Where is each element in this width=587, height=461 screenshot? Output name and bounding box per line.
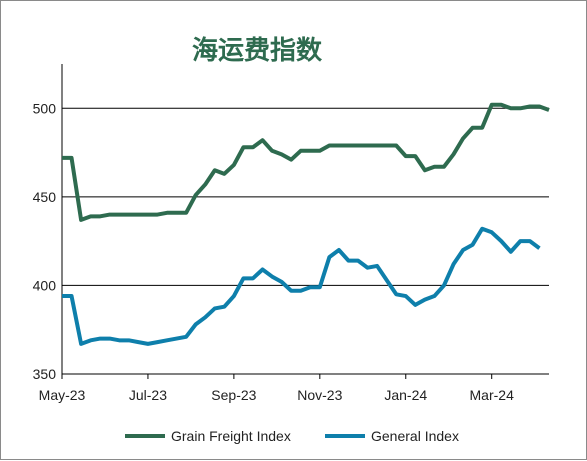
x-tick-label: Jul-23: [129, 387, 167, 403]
series-line-1: [62, 226, 541, 346]
legend-label: Grain Freight Index: [171, 428, 291, 444]
legend-label: General Index: [371, 428, 459, 444]
x-tick-label: Sep-23: [211, 387, 256, 403]
gridlines: [62, 107, 549, 286]
y-tick-label: 500: [33, 100, 57, 116]
series-lines: [62, 102, 550, 346]
series-line-0: [62, 102, 550, 222]
x-tick-label: Jan-24: [384, 387, 427, 403]
y-tick-label: 400: [33, 277, 57, 293]
x-tick-label: Mar-24: [470, 387, 515, 403]
x-tick-label: May-23: [39, 387, 86, 403]
y-tick-label: 350: [33, 366, 57, 382]
y-tick-label: 450: [33, 189, 57, 205]
axes: 350 400 450 500 May-23 Jul-23 Sep-23 Nov-23 Jan-…: [33, 64, 549, 403]
x-tick-label: Nov-23: [297, 387, 342, 403]
chart-title: 海运费指数: [192, 36, 323, 66]
legend: Grain Freight Index General Index: [125, 428, 459, 444]
